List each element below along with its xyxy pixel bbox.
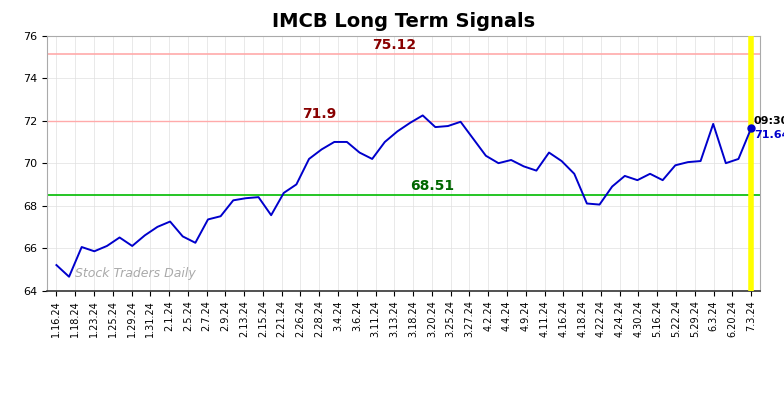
Text: 71.9: 71.9 [302, 107, 336, 121]
Text: 09:30: 09:30 [754, 116, 784, 126]
Text: 75.12: 75.12 [372, 38, 416, 53]
Text: 68.51: 68.51 [410, 179, 454, 193]
Point [745, 125, 757, 132]
Text: 71.64: 71.64 [754, 130, 784, 140]
Title: IMCB Long Term Signals: IMCB Long Term Signals [272, 12, 535, 31]
Text: Stock Traders Daily: Stock Traders Daily [75, 267, 196, 280]
